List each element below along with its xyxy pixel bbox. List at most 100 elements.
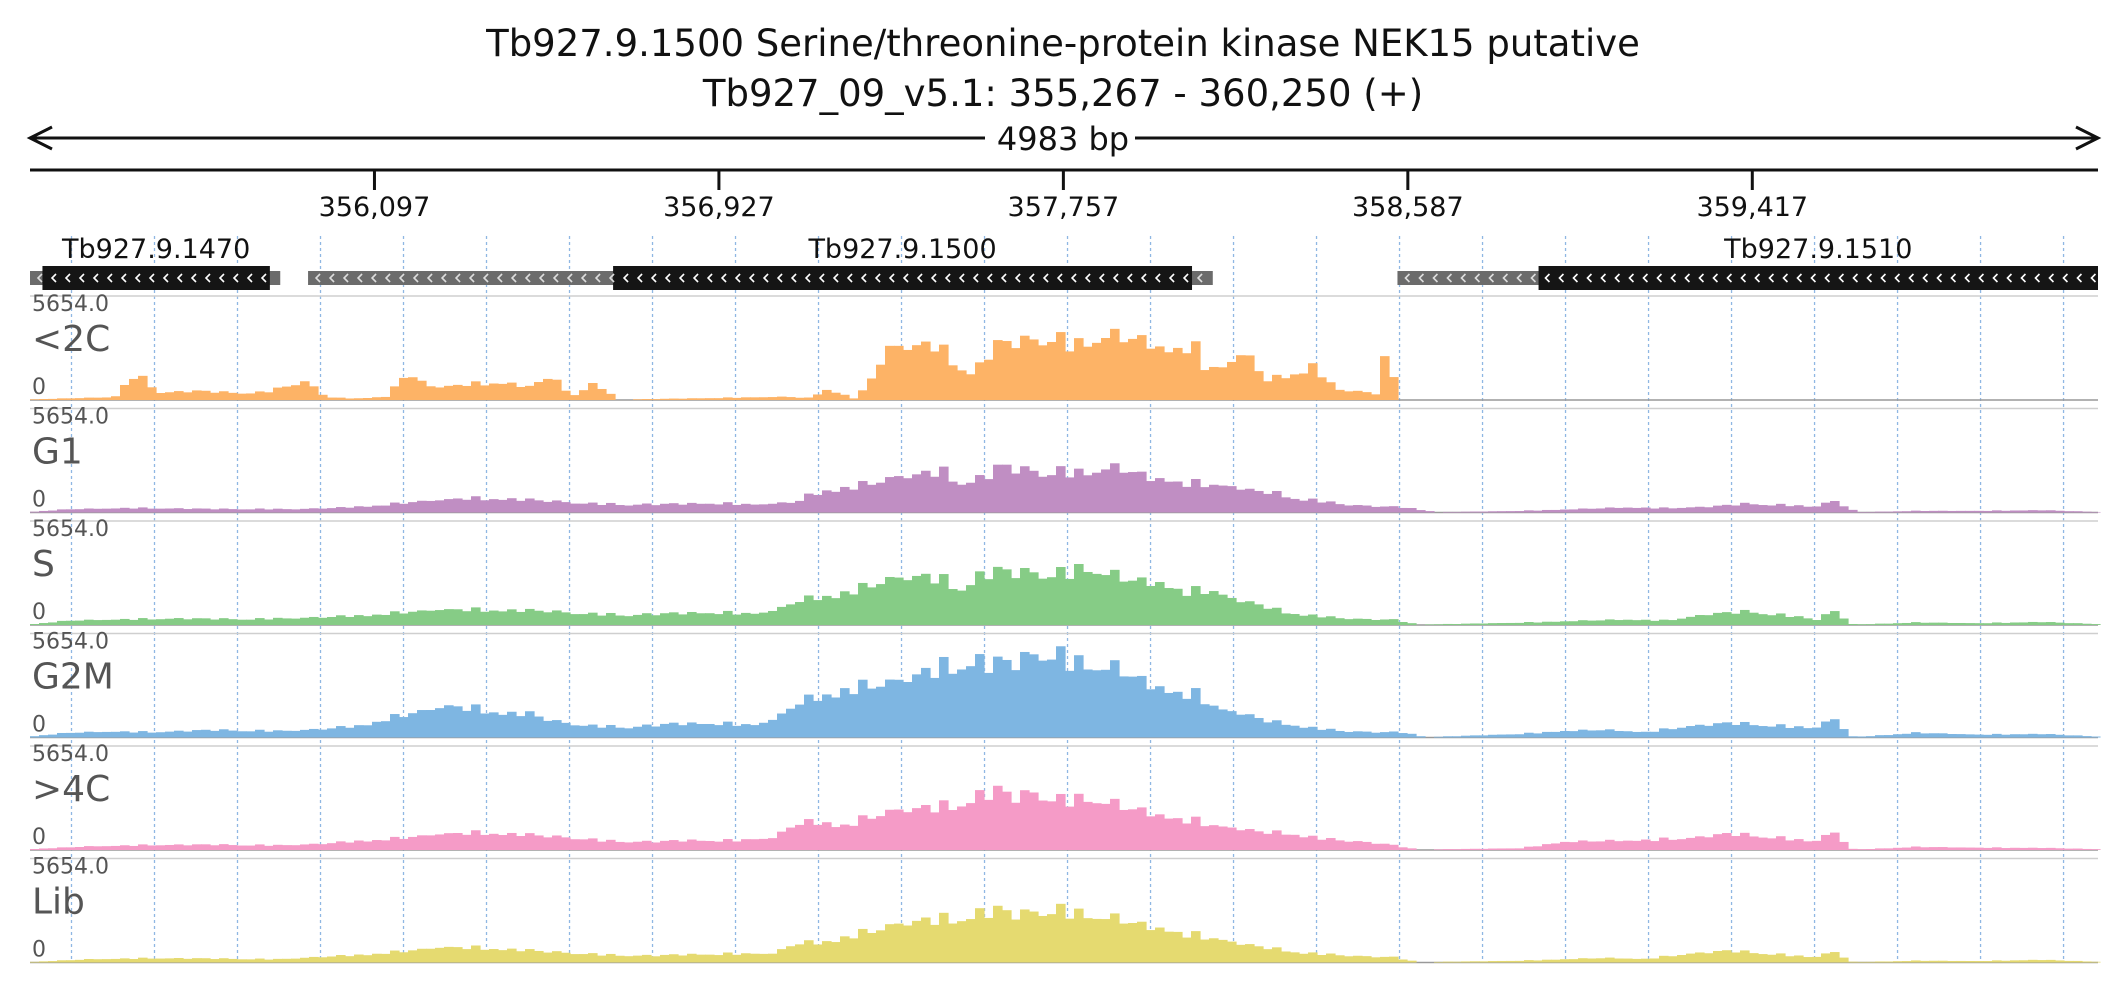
- coverage-bar: [1335, 389, 1345, 400]
- coverage-bar: [561, 390, 571, 400]
- coverage-bar: [1794, 955, 1804, 963]
- coverage-bar: [1830, 832, 1840, 850]
- coverage-bar: [1515, 622, 1525, 625]
- coverage-bar: [1020, 466, 1030, 513]
- coverage-bar: [939, 466, 949, 513]
- coverage-bar: [849, 594, 859, 625]
- chevron-left-icon: [1084, 273, 1091, 283]
- chevron-left-icon: [1768, 273, 1775, 283]
- coverage-bar: [1092, 472, 1102, 513]
- coverage-bar: [1623, 840, 1633, 850]
- coverage-bar: [30, 399, 40, 400]
- coverage-bar: [1227, 941, 1237, 963]
- coverage-bar: [1353, 731, 1363, 738]
- chevron-left-icon: [2006, 273, 2013, 283]
- coverage-bar: [705, 954, 715, 963]
- chevron-left-icon: [566, 273, 573, 283]
- coverage-bar: [1488, 623, 1498, 625]
- chevron-left-icon: [1880, 273, 1887, 283]
- chevron-left-icon: [1516, 273, 1523, 283]
- coverage-bar: [129, 845, 139, 850]
- coverage-bar: [822, 490, 832, 513]
- coverage-bar: [624, 728, 634, 738]
- coverage-bar: [1641, 839, 1651, 850]
- coverage-bar: [705, 503, 715, 513]
- coverage-bar: [957, 806, 967, 850]
- coverage-bar: [1389, 619, 1399, 625]
- coverage-bar: [1101, 338, 1111, 400]
- coverage-bar: [579, 839, 589, 850]
- coverage-bar: [1443, 511, 1453, 513]
- coverage-bar: [687, 722, 697, 738]
- coverage-bar: [2010, 734, 2020, 738]
- coverage-bar: [48, 734, 58, 738]
- coverage-bar: [642, 399, 652, 400]
- coverage-bar: [1866, 736, 1876, 738]
- coverage-bar: [831, 827, 841, 850]
- coverage-bar: [399, 838, 409, 850]
- coverage-bar: [795, 397, 805, 400]
- coverage-bar: [39, 848, 49, 850]
- coverage-bar: [363, 616, 373, 625]
- coverage-bar: [615, 505, 625, 513]
- coverage-bar: [1785, 506, 1795, 513]
- chevron-left-icon: [218, 273, 225, 283]
- coverage-bar: [417, 380, 427, 400]
- coverage-bar: [1965, 734, 1975, 738]
- coverage-bar: [1083, 801, 1093, 850]
- coverage-bar: [813, 700, 823, 738]
- coverage-bar: [66, 847, 76, 850]
- coverage-bar: [1326, 838, 1336, 850]
- coverage-bar: [1578, 508, 1588, 513]
- coverage-bar: [2091, 849, 2101, 850]
- coverage-bar: [210, 619, 220, 625]
- coverage-bar: [1533, 846, 1543, 850]
- coverage-bar: [1299, 837, 1309, 850]
- coverage-bar: [1902, 622, 1912, 625]
- coverage-bar: [264, 392, 274, 400]
- coverage-bar: [399, 503, 409, 513]
- coverage-bar: [1866, 624, 1876, 625]
- coverage-bar: [669, 503, 679, 513]
- coverage-bar: [1857, 849, 1867, 850]
- coverage-bar: [1488, 511, 1498, 513]
- coverage-bar: [1695, 724, 1705, 738]
- coverage-bar: [1767, 838, 1777, 850]
- coverage-bar: [75, 732, 85, 738]
- coverage-bar: [1245, 601, 1255, 625]
- coverage-bar: [1389, 731, 1399, 738]
- coverage-bar: [1002, 791, 1012, 850]
- coverage-bar: [1929, 510, 1939, 513]
- coverage-bar: [1344, 841, 1354, 850]
- chevron-left-icon: [790, 273, 797, 283]
- coverage-bar: [1551, 959, 1561, 963]
- coverage-bar: [1551, 621, 1561, 625]
- track-ymax-label: 5654.0: [32, 405, 109, 430]
- track-ymin-label: 0: [32, 713, 46, 738]
- coverage-bar: [1065, 918, 1075, 963]
- coverage-bar: [435, 947, 445, 963]
- coverage-bar: [30, 849, 40, 850]
- coverage-bar: [318, 508, 328, 513]
- coverage-bar: [1704, 615, 1714, 625]
- coverage-bar: [525, 833, 535, 850]
- coverage-bar: [1254, 371, 1264, 400]
- coverage-bar: [462, 949, 472, 963]
- chevron-left-icon: [832, 273, 839, 283]
- coverage-bar: [264, 509, 274, 513]
- coverage-bar: [687, 839, 697, 850]
- coverage-bar: [336, 507, 346, 513]
- coverage-bar: [1578, 620, 1588, 625]
- coverage-bar: [1281, 497, 1291, 513]
- coverage-bar: [786, 397, 796, 400]
- coverage-bar: [516, 500, 526, 513]
- coverage-bar: [840, 591, 850, 625]
- chevron-left-icon: [1404, 273, 1411, 283]
- coverage-bar: [1695, 506, 1705, 513]
- chevron-left-icon: [608, 273, 615, 283]
- span-length-label: 4983 bp: [997, 120, 1129, 158]
- coverage-bar: [1749, 504, 1759, 513]
- coverage-bar: [1812, 840, 1822, 850]
- coverage-bar: [1281, 724, 1291, 738]
- coverage-bar: [993, 785, 1003, 850]
